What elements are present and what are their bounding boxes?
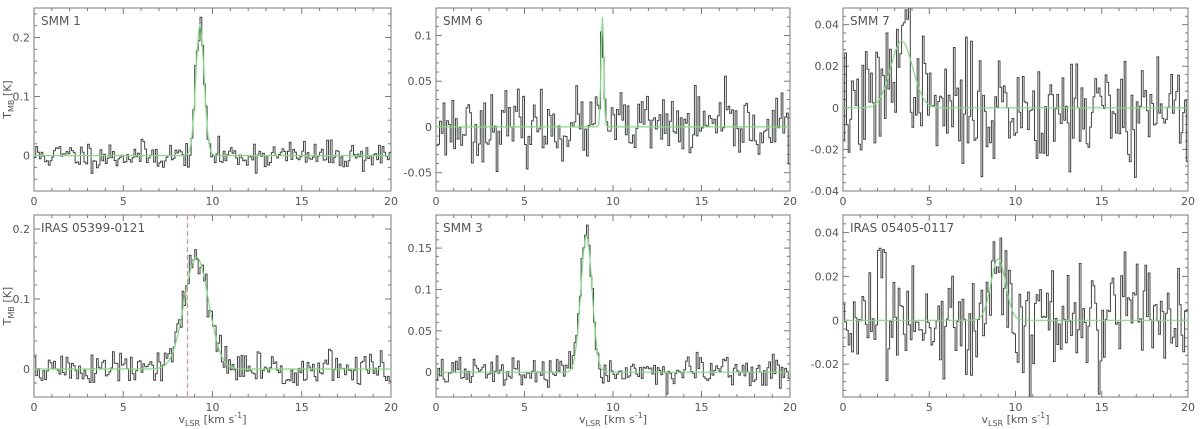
fit-line xyxy=(34,256,391,370)
spectrum-line xyxy=(436,224,790,395)
y-axis-label: TMB [K] xyxy=(1,80,16,119)
x-tick-label: 20 xyxy=(783,195,797,208)
y-tick-label: 0.15 xyxy=(408,242,433,255)
x-tick-label: 20 xyxy=(384,401,398,414)
y-tick-label: 0 xyxy=(832,314,839,327)
spectrum-line xyxy=(34,249,391,386)
y-tick-label: 0 xyxy=(425,121,432,134)
y-tick-label: 0.2 xyxy=(13,223,31,236)
x-axis-label: vLSR [km s-1] xyxy=(982,411,1050,428)
x-tick-label: 0 xyxy=(31,401,38,414)
y-tick-label: -0.05 xyxy=(404,167,432,180)
x-tick-label: 10 xyxy=(1009,401,1023,414)
x-tick-label: 0 xyxy=(840,401,847,414)
spectrum-panel: 0 5 10 15 20 -0.05 0 0.05 0.1 SMM 6 xyxy=(404,7,797,208)
spectrum-panel: 0 5 10 15 20 0 0.1 0.2 IRAS 05399-0121 TMB [K] vLS… xyxy=(1,214,398,428)
x-tick-label: 0 xyxy=(433,401,440,414)
spectrum-panel: 0 5 10 15 20 0 0.1 0.2 SMM 1 TMB [K] xyxy=(1,7,398,208)
panel-frame xyxy=(435,7,791,192)
y-tick-label: 0.1 xyxy=(13,293,31,306)
y-axis-label: TMB [K] xyxy=(1,287,16,326)
x-tick-label: 20 xyxy=(1181,195,1195,208)
y-tick-label: -0.04 xyxy=(811,185,839,198)
y-tick-label: -0.02 xyxy=(811,143,839,156)
y-tick-label: 0.02 xyxy=(815,270,840,283)
y-tick-label: 0.1 xyxy=(415,29,433,42)
x-tick-label: 15 xyxy=(1095,401,1109,414)
y-tick-label: 0.1 xyxy=(13,91,31,104)
panel-title: SMM 6 xyxy=(443,14,483,28)
x-tick-label: 5 xyxy=(521,195,528,208)
x-tick-label: 10 xyxy=(206,401,220,414)
spectrum-line xyxy=(34,16,391,174)
fit-line xyxy=(436,17,790,128)
y-tick-label: 0.04 xyxy=(815,227,840,240)
y-tick-label: 0.2 xyxy=(13,32,31,45)
spectrum-panel: 0 5 10 15 20 -0.02 0 0.02 0.04 IRAS 05405-0117 vLS… xyxy=(811,214,1195,428)
y-tick-label: 0 xyxy=(23,363,30,376)
x-tick-label: 15 xyxy=(1095,195,1109,208)
x-tick-label: 0 xyxy=(840,195,847,208)
y-tick-label: 0.05 xyxy=(408,325,433,338)
x-tick-label: 20 xyxy=(384,195,398,208)
x-axis-label: vLSR [km s-1] xyxy=(179,411,247,428)
x-axis-label: vLSR [km s-1] xyxy=(579,411,647,428)
x-tick-label: 15 xyxy=(295,401,309,414)
panel-title: SMM 3 xyxy=(443,221,483,235)
y-tick-label: 0 xyxy=(832,102,839,115)
panel-title: IRAS 05405-0117 xyxy=(850,221,954,235)
x-tick-label: 5 xyxy=(120,401,127,414)
x-tick-label: 15 xyxy=(695,401,709,414)
spectrum-line xyxy=(843,237,1188,397)
fit-line xyxy=(34,23,391,157)
panel-title: IRAS 05399-0121 xyxy=(41,221,145,235)
x-tick-label: 5 xyxy=(521,401,528,414)
x-tick-label: 5 xyxy=(926,195,933,208)
x-tick-label: 10 xyxy=(606,401,620,414)
y-tick-label: 0.02 xyxy=(815,60,840,73)
x-tick-label: 10 xyxy=(606,195,620,208)
x-tick-label: 10 xyxy=(206,195,220,208)
panel-title: SMM 1 xyxy=(41,14,81,28)
y-tick-label: -0.02 xyxy=(811,358,839,371)
fit-line xyxy=(843,258,1188,321)
fit-line xyxy=(436,234,790,373)
y-tick-label: 0.05 xyxy=(408,75,433,88)
x-tick-label: 5 xyxy=(926,401,933,414)
y-tick-label: 0 xyxy=(425,366,432,379)
x-tick-label: 15 xyxy=(695,195,709,208)
spectrum-panel: 0 5 10 15 20 -0.04 -0.02 0 0.02 0.04 SMM 7 xyxy=(811,7,1195,208)
x-tick-label: 5 xyxy=(120,195,127,208)
x-tick-label: 15 xyxy=(295,195,309,208)
spectrum-line xyxy=(436,31,790,172)
y-tick-label: 0.04 xyxy=(815,19,840,32)
x-tick-label: 20 xyxy=(783,401,797,414)
x-tick-label: 0 xyxy=(31,195,38,208)
panel-title: SMM 7 xyxy=(850,14,890,28)
x-tick-label: 10 xyxy=(1009,195,1023,208)
y-tick-label: 0.1 xyxy=(415,283,433,296)
spectrum-panel: 0 5 10 15 20 0 0.05 0.1 0.15 SMM 3 vLSR [km s-1] xyxy=(408,214,797,428)
fit-line xyxy=(843,40,1188,109)
x-tick-label: 0 xyxy=(433,195,440,208)
y-tick-label: 0 xyxy=(23,150,30,163)
spectrum-line xyxy=(843,8,1188,178)
x-tick-label: 20 xyxy=(1181,401,1195,414)
